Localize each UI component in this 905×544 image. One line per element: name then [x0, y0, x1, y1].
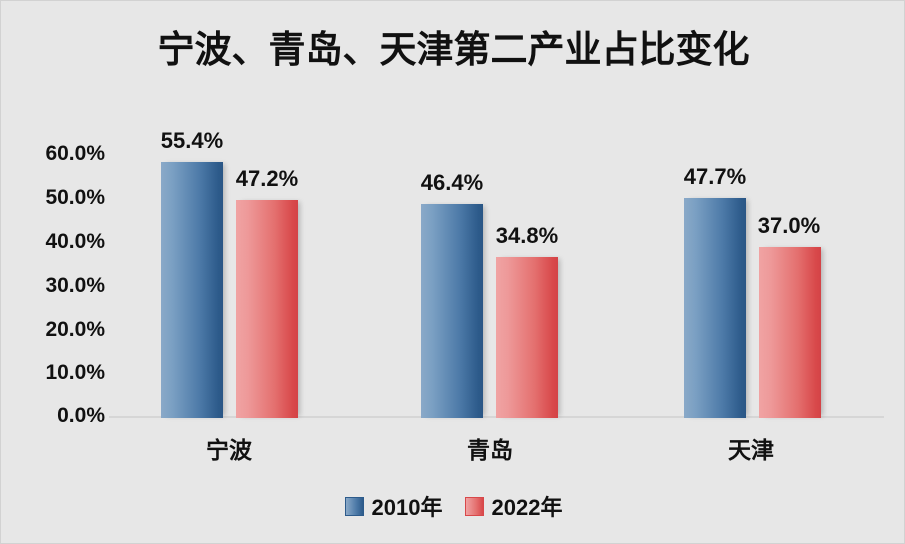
y-axis-tick-label: 10.0% [45, 361, 105, 384]
legend-item-label: 2022年 [491, 495, 563, 520]
data-label: 37.0% [757, 213, 821, 239]
bar-2010-tianjin[interactable] [684, 197, 746, 418]
x-axis-category-label: 宁波 [206, 437, 252, 463]
bar-2022-qingdao[interactable] [496, 257, 558, 418]
x-axis-category-label: 青岛 [467, 437, 513, 463]
bar-2010-ningbo[interactable] [161, 162, 223, 418]
bar-group [161, 141, 298, 418]
legend-item-label: 2010年 [371, 495, 443, 520]
data-label: 47.2% [235, 166, 299, 192]
legend-item-2010[interactable]: 2010年 [344, 490, 443, 522]
plot-area [109, 141, 884, 418]
y-axis: 60.0% 50.0% 40.0% 30.0% 20.0% 10.0% 0.0% [5, 1, 105, 543]
data-label: 47.7% [683, 163, 747, 189]
legend-swatch-icon [464, 496, 484, 516]
y-axis-tick-label: 50.0% [45, 186, 105, 209]
legend-item-2022[interactable]: 2022年 [464, 490, 563, 522]
chart-legend: 2010年 2022年 [1, 490, 904, 522]
bar-2022-tianjin[interactable] [759, 247, 821, 418]
data-label: 46.4% [420, 169, 484, 195]
y-axis-tick-label: 0.0% [57, 404, 105, 427]
chart-title: 宁波、青岛、天津第二产业占比变化 [157, 29, 750, 70]
y-axis-tick-label: 40.0% [45, 230, 105, 253]
bar-group [421, 141, 558, 418]
bar-2010-qingdao[interactable] [421, 203, 483, 418]
data-label: 55.4% [160, 128, 224, 154]
y-axis-tick-label: 20.0% [45, 318, 105, 341]
y-axis-tick-label: 30.0% [45, 274, 105, 297]
data-label: 34.8% [495, 223, 559, 249]
y-axis-tick-label: 60.0% [45, 142, 105, 165]
bar-2022-ningbo[interactable] [236, 200, 298, 418]
bar-group [684, 141, 821, 418]
legend-swatch-icon [344, 496, 364, 516]
x-axis-category-label: 天津 [728, 437, 774, 463]
